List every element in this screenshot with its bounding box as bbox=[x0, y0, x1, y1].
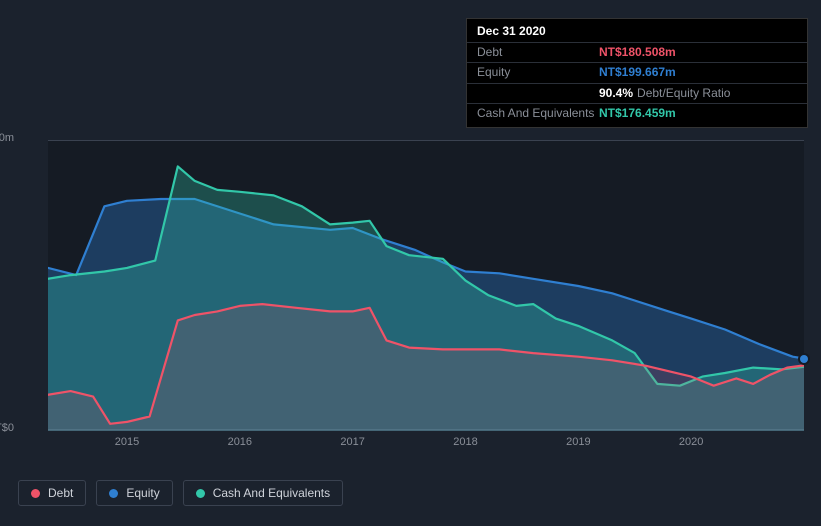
tooltip-row: DebtNT$180.508m bbox=[467, 44, 807, 62]
chart-tooltip: Dec 31 2020 DebtNT$180.508mEquityNT$199.… bbox=[466, 18, 808, 128]
tooltip-row-label: Equity bbox=[477, 65, 599, 81]
legend-item-equity[interactable]: Equity bbox=[96, 480, 172, 506]
x-axis-label: 2020 bbox=[679, 436, 703, 448]
tooltip-row-value: NT$199.667m bbox=[599, 65, 676, 81]
y-axis-label-min: NT$0 bbox=[0, 422, 14, 434]
legend-label: Debt bbox=[48, 486, 73, 500]
x-axis-label: 2016 bbox=[228, 436, 252, 448]
tooltip-row-value: 90.4% bbox=[599, 86, 633, 102]
x-axis-label: 2015 bbox=[115, 436, 139, 448]
legend-swatch bbox=[109, 489, 118, 498]
tooltip-row-sublabel: Debt/Equity Ratio bbox=[637, 86, 730, 102]
tooltip-row-label: Debt bbox=[477, 45, 599, 61]
legend: Debt Equity Cash And Equivalents bbox=[18, 480, 343, 506]
legend-swatch bbox=[31, 489, 40, 498]
plot-region[interactable] bbox=[48, 140, 804, 430]
tooltip-row-value: NT$180.508m bbox=[599, 45, 676, 61]
x-axis-label: 2017 bbox=[340, 436, 364, 448]
legend-swatch bbox=[196, 489, 205, 498]
chart-svg bbox=[48, 141, 804, 431]
legend-label: Cash And Equivalents bbox=[213, 486, 330, 500]
y-axis-label-max: NT$800m bbox=[0, 132, 14, 144]
tooltip-date: Dec 31 2020 bbox=[477, 24, 599, 40]
legend-label: Equity bbox=[126, 486, 159, 500]
tooltip-row: EquityNT$199.667m bbox=[467, 64, 807, 82]
legend-item-debt[interactable]: Debt bbox=[18, 480, 86, 506]
tooltip-row: 90.4%Debt/Equity Ratio bbox=[467, 85, 807, 103]
chart-area: NT$800m NT$0 201520162017201820192020 bbox=[18, 120, 804, 450]
x-axis: 2015 2016 2017 2018 2019 2020 bbox=[48, 436, 804, 456]
x-axis-label: 2019 bbox=[566, 436, 590, 448]
hover-marker bbox=[800, 355, 808, 363]
x-axis-label: 2018 bbox=[453, 436, 477, 448]
legend-item-cash-and-equivalents[interactable]: Cash And Equivalents bbox=[183, 480, 343, 506]
